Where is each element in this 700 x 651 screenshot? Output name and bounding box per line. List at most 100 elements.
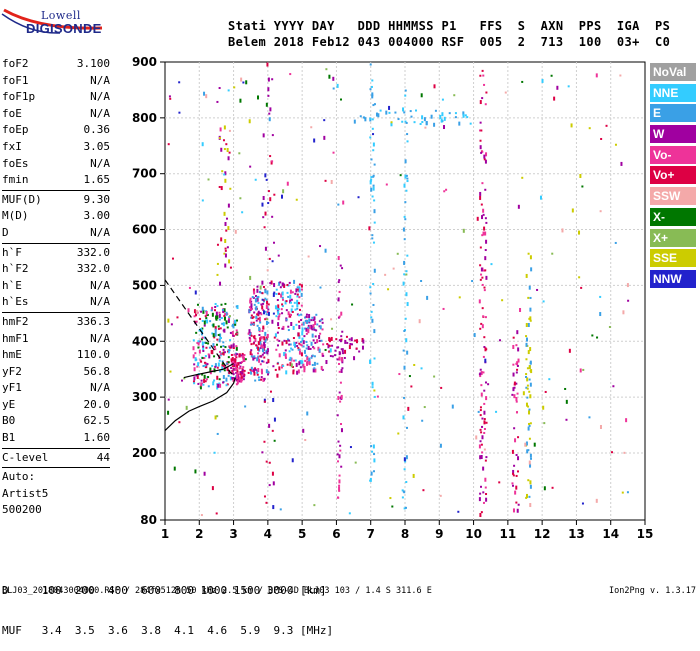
echo-point — [224, 263, 227, 268]
echo-point — [482, 231, 485, 236]
param-value: 56.8 — [83, 364, 111, 378]
echo-point — [298, 325, 301, 330]
echo-point — [223, 125, 226, 130]
echo-point — [464, 114, 467, 117]
echo-point — [267, 311, 270, 316]
x-tick-label: 14 — [602, 527, 619, 541]
echo-point — [259, 340, 262, 345]
echo-point — [346, 341, 349, 344]
echo-point — [313, 367, 316, 370]
echo-point — [308, 318, 311, 323]
echo-point — [443, 190, 446, 193]
echo-point — [262, 299, 265, 302]
echo-point — [332, 151, 335, 154]
echo-point — [517, 470, 520, 473]
echo-point — [516, 361, 519, 366]
echo-point — [225, 362, 228, 365]
echo-point — [390, 121, 393, 124]
echo-point — [337, 395, 340, 400]
echo-point — [254, 338, 257, 343]
echo-point — [243, 354, 246, 357]
echo-point — [515, 382, 518, 385]
param-row: yF1 N/A — [2, 380, 110, 397]
echo-point — [224, 238, 227, 243]
echo-point — [281, 296, 284, 299]
echo-point — [567, 85, 570, 88]
echo-point — [276, 331, 279, 334]
echo-point — [284, 356, 287, 359]
echo-point — [256, 288, 259, 293]
echo-point — [608, 325, 611, 328]
param-value: 332.0 — [76, 262, 110, 276]
x-tick-label: 15 — [637, 527, 654, 541]
echo-point — [234, 319, 237, 324]
echo-point — [247, 371, 250, 374]
echo-point — [318, 339, 321, 342]
echo-point — [271, 429, 274, 432]
x-tick-label: 10 — [465, 527, 482, 541]
echo-point — [268, 112, 271, 115]
echo-point — [373, 103, 376, 106]
echo-point — [372, 282, 375, 285]
echo-point — [595, 73, 598, 78]
echo-point — [235, 305, 238, 308]
echo-point — [264, 173, 267, 178]
echo-point — [300, 304, 303, 307]
echo-point — [564, 387, 567, 390]
echo-point — [261, 292, 264, 295]
echo-point — [308, 361, 311, 366]
echo-point — [256, 313, 259, 316]
param-row: MUF(D) 9.30 — [2, 192, 110, 209]
y-tick-label: 700 — [132, 167, 157, 181]
echo-point — [298, 288, 301, 293]
echo-point — [516, 364, 519, 367]
echo-point — [524, 442, 527, 447]
param-row: B0 62.5 — [2, 413, 110, 430]
echo-point — [230, 366, 233, 369]
echo-point — [271, 215, 274, 218]
echo-point — [216, 375, 219, 380]
echo-point — [350, 343, 353, 346]
echo-point — [397, 432, 400, 435]
echo-point — [349, 342, 352, 345]
echo-point — [515, 411, 518, 414]
echo-point — [227, 318, 230, 323]
echo-point — [203, 374, 206, 379]
echo-point — [409, 110, 412, 113]
echo-point — [293, 279, 296, 284]
echo-point — [406, 133, 409, 136]
echo-point — [286, 363, 289, 366]
echo-point — [403, 396, 406, 399]
echo-point — [235, 363, 238, 368]
echo-point — [480, 443, 483, 446]
echo-point — [252, 316, 255, 319]
echo-point — [200, 360, 203, 363]
echo-point — [291, 291, 294, 294]
echo-point — [480, 267, 483, 272]
echo-point — [357, 196, 360, 199]
echo-point — [214, 363, 217, 368]
echo-point — [515, 453, 518, 456]
echo-point — [543, 486, 546, 491]
echo-point — [212, 323, 215, 328]
echo-point — [281, 291, 284, 296]
echo-point — [254, 178, 257, 181]
echo-point — [262, 133, 265, 138]
echo-point — [280, 293, 283, 298]
echo-point — [278, 281, 281, 286]
echo-point — [526, 384, 529, 387]
echo-point — [216, 273, 219, 276]
echo-point — [620, 161, 623, 166]
echo-point — [249, 351, 252, 356]
echo-point — [307, 329, 310, 334]
echo-point — [318, 325, 321, 328]
echo-point — [279, 286, 282, 289]
echo-point — [337, 316, 340, 319]
echo-point — [528, 424, 531, 427]
echo-point — [195, 320, 198, 323]
echo-point — [483, 427, 486, 430]
echo-point — [314, 335, 317, 338]
echo-point — [222, 139, 225, 142]
echo-point — [289, 301, 292, 304]
param-separator — [2, 467, 110, 469]
